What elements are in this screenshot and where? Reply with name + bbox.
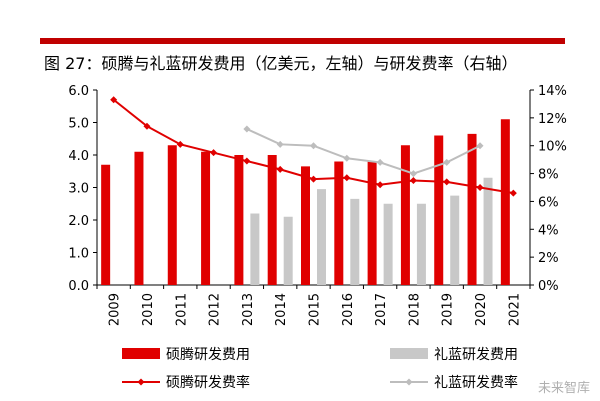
zoetis-rd-ratio-point [110, 96, 118, 104]
zoetis-rd-ratio-point [176, 140, 184, 148]
zoetis-rd-bar [334, 161, 344, 285]
elanco-rd-bar [450, 195, 460, 285]
elanco-rd-ratio-point [343, 154, 351, 162]
zoetis-rd-ratio-point [509, 189, 517, 197]
x-axis-tick-label: 2016 [341, 293, 356, 326]
zoetis-rd-bar [267, 155, 277, 285]
zoetis-rd-ratio-point [409, 177, 417, 185]
right-axis-tick-label: 12% [538, 112, 567, 127]
right-axis-tick-label: 10% [538, 140, 567, 155]
left-axis-tick-label: 2.0 [68, 214, 89, 229]
watermark: 未来智库 [537, 381, 590, 396]
elanco-rd-bar [283, 216, 293, 285]
chart-title: 图 27：硕腾与礼蓝研发费用（亿美元，左轴）与研发费率（右轴） [44, 54, 518, 73]
elanco-rd-bar [383, 203, 393, 285]
right-axis-tick-label: 2% [538, 251, 559, 266]
elanco-rd-ratio-point [476, 142, 484, 150]
x-axis-tick-label: 2018 [407, 293, 422, 326]
zoetis-rd-ratio-point [143, 122, 151, 130]
elanco-rd-bar [317, 189, 326, 285]
zoetis-rd-bar [367, 161, 377, 285]
left-axis-tick-label: 0.0 [68, 279, 89, 294]
x-axis-tick-label: 2019 [441, 293, 456, 326]
x-axis-tick-label: 2010 [141, 293, 156, 326]
left-axis-tick-label: 6.0 [68, 84, 89, 99]
zoetis-rd-ratio-point [243, 157, 251, 165]
legend-zoetis-rd-expense-label: 硕腾研发费用 [166, 346, 250, 363]
legend-elanco-rd-ratio-marker [405, 378, 413, 386]
x-axis-tick-label: 2014 [274, 293, 289, 326]
elanco-rd-ratio-point [276, 140, 284, 148]
zoetis-rd-ratio-point [276, 165, 284, 173]
title-rule [40, 38, 565, 44]
legend-elanco-rd-expense-swatch [390, 348, 428, 359]
x-axis-tick-label: 2015 [308, 293, 323, 326]
x-axis-tick-label: 2012 [208, 293, 223, 326]
zoetis-rd-bar [400, 145, 410, 285]
right-axis-tick-label: 6% [538, 195, 559, 210]
zoetis-rd-bar [134, 151, 144, 285]
elanco-rd-bar [350, 198, 360, 285]
left-axis-tick-label: 4.0 [68, 149, 89, 164]
elanco-rd-ratio-point [310, 142, 317, 150]
elanco-rd-ratio-point [376, 158, 384, 166]
zoetis-rd-ratio-point [443, 178, 451, 186]
legend-zoetis-rd-ratio-marker [137, 378, 145, 386]
legend-zoetis-rd-ratio-label: 硕腾研发费率 [166, 374, 250, 391]
x-axis-tick-label: 2020 [474, 293, 489, 326]
elanco-rd-bar [483, 177, 493, 285]
elanco-rd-ratio-line [246, 128, 481, 175]
right-axis-tick-label: 14% [538, 84, 567, 99]
x-axis-tick-label: 2011 [174, 293, 189, 326]
x-axis-tick-label: 2013 [241, 293, 256, 326]
zoetis-rd-bar [467, 133, 477, 285]
zoetis-rd-bar [234, 155, 244, 285]
right-axis-tick-label: 0% [538, 279, 559, 294]
zoetis-rd-bar [500, 119, 510, 285]
elanco-rd-bar [250, 213, 260, 285]
zoetis-rd-ratio-point [310, 175, 317, 183]
legend-elanco-rd-expense-label: 礼蓝研发费用 [434, 347, 518, 363]
x-axis-tick-label: 2021 [507, 293, 522, 326]
left-axis-tick-label: 5.0 [68, 117, 89, 132]
elanco-rd-ratio-point [243, 125, 251, 133]
zoetis-rd-bar [201, 151, 211, 285]
x-axis-tick-label: 2009 [108, 293, 123, 326]
zoetis-rd-ratio-point [210, 149, 218, 157]
x-axis-tick-label: 2017 [374, 293, 389, 326]
zoetis-rd-bar [434, 135, 444, 285]
zoetis-rd-bar [101, 164, 111, 285]
elanco-rd-ratio-point [443, 158, 451, 166]
right-axis-tick-label: 4% [538, 223, 559, 238]
left-axis-tick-label: 3.0 [68, 182, 89, 197]
zoetis-rd-ratio-point [376, 181, 384, 189]
legend-zoetis-rd-expense-swatch [122, 348, 160, 359]
zoetis-rd-ratio-point [343, 174, 351, 182]
left-axis-tick-label: 1.0 [68, 247, 89, 262]
zoetis-rd-bar [301, 166, 310, 285]
legend-elanco-rd-ratio-label: 礼蓝研发费率 [434, 374, 518, 391]
elanco-rd-bar [416, 203, 426, 285]
zoetis-rd-bar [167, 145, 177, 285]
elanco-rd-ratio-point [409, 170, 417, 178]
zoetis-rd-ratio-point [476, 184, 484, 191]
right-axis-tick-label: 8% [538, 168, 559, 183]
